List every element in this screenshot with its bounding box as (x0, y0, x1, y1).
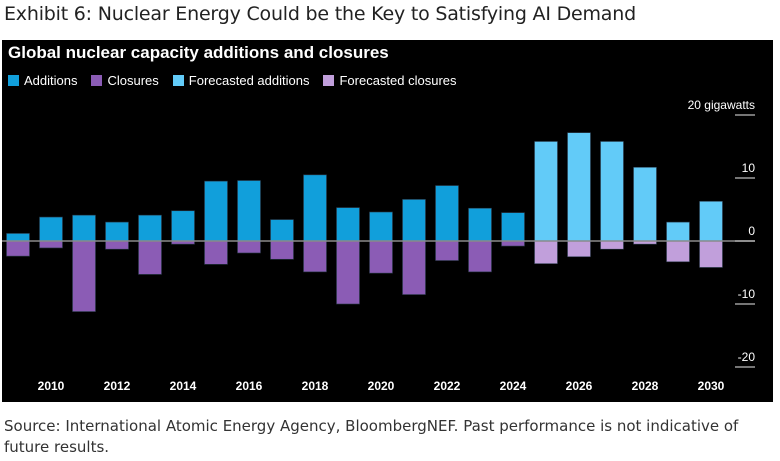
bar-additions (237, 180, 261, 242)
bar-closures (39, 240, 63, 249)
legend-item: Closures (91, 73, 159, 88)
legend-label: Forecasted closures (339, 73, 457, 88)
bar-additions (39, 216, 63, 242)
legend-item: Forecasted additions (172, 73, 310, 88)
legend-label: Additions (24, 73, 78, 88)
x-tick-label: 2024 (500, 379, 527, 393)
legend-item: Forecasted closures (323, 73, 457, 88)
bar-closures (468, 240, 492, 273)
bar-forecasted-additions (534, 141, 558, 242)
bar-additions (204, 180, 228, 242)
x-tick-label: 2022 (434, 379, 461, 393)
bar-forecasted-closures (699, 240, 723, 268)
bar-closures (6, 240, 30, 257)
x-tick-label: 2012 (104, 379, 131, 393)
legend-swatch (8, 75, 19, 86)
y-tick-label: 10 (742, 161, 756, 175)
y-tick-label: 0 (748, 224, 755, 238)
bar-additions (402, 199, 426, 242)
x-tick-label: 2028 (632, 379, 659, 393)
bar-additions (435, 185, 459, 242)
legend-label: Closures (107, 73, 159, 88)
bar-forecasted-additions (567, 132, 591, 242)
bar-additions (6, 233, 30, 242)
x-tick-label: 2018 (302, 379, 329, 393)
bar-closures (336, 240, 360, 305)
legend-swatch (172, 75, 184, 86)
bar-forecasted-closures (534, 240, 558, 264)
y-tick-label: 20 gigawatts (688, 98, 755, 112)
bar-forecasted-additions (600, 141, 624, 242)
bar-closures (402, 240, 426, 295)
bar-additions (303, 174, 327, 242)
bar-additions (369, 211, 393, 242)
x-tick-label: 2010 (38, 379, 65, 393)
bar-additions (336, 207, 360, 242)
bar-closures (237, 240, 261, 254)
legend-swatch (323, 75, 335, 86)
x-tick-label: 2016 (236, 379, 263, 393)
bar-additions (72, 214, 96, 242)
legend: Additions Closures Forecasted additions For… (8, 73, 457, 88)
bar-additions (105, 221, 129, 242)
bar-closures (435, 240, 459, 261)
bar-forecasted-additions (633, 166, 657, 242)
bar-forecasted-additions (666, 221, 690, 242)
bar-additions (270, 219, 294, 242)
bar-closures (303, 240, 327, 273)
bar-forecasted-additions (699, 201, 723, 242)
exhibit-title: Exhibit 6: Nuclear Energy Could be the K… (4, 3, 636, 25)
bar-additions (138, 214, 162, 242)
legend-item: Additions (8, 73, 77, 88)
bar-closures (204, 240, 228, 265)
bar-closures (72, 240, 96, 312)
bar-closures (270, 240, 294, 260)
bar-forecasted-closures (567, 240, 591, 258)
bar-closures (501, 240, 525, 247)
bar-forecasted-closures (666, 240, 690, 263)
x-tick-label: 2030 (698, 379, 725, 393)
y-tick-label: -10 (738, 287, 756, 301)
bar-closures (105, 240, 129, 250)
chart-panel: 20 gigawatts 10 0 -10 -20 2010 2012 2014 2016 201… (2, 40, 773, 402)
x-tick-label: 2026 (566, 379, 593, 393)
bar-additions (468, 207, 492, 242)
x-tick-label: 2014 (170, 379, 197, 393)
legend-swatch (91, 75, 103, 86)
y-tick-label: -20 (738, 350, 756, 364)
bar-chart: 20 gigawatts 10 0 -10 -20 2010 2012 2014 2016 201… (2, 98, 756, 393)
bar-closures (369, 240, 393, 274)
bar-additions (171, 210, 195, 242)
legend-label: Forecasted additions (188, 73, 310, 88)
chart-title: Global nuclear capacity additions and cl… (8, 43, 389, 62)
bar-additions (501, 212, 525, 242)
source-note: Source: International Atomic Energy Agen… (4, 417, 739, 456)
bar-forecasted-closures (600, 240, 624, 250)
bar-closures (138, 240, 162, 275)
x-tick-label: 2020 (368, 379, 395, 393)
